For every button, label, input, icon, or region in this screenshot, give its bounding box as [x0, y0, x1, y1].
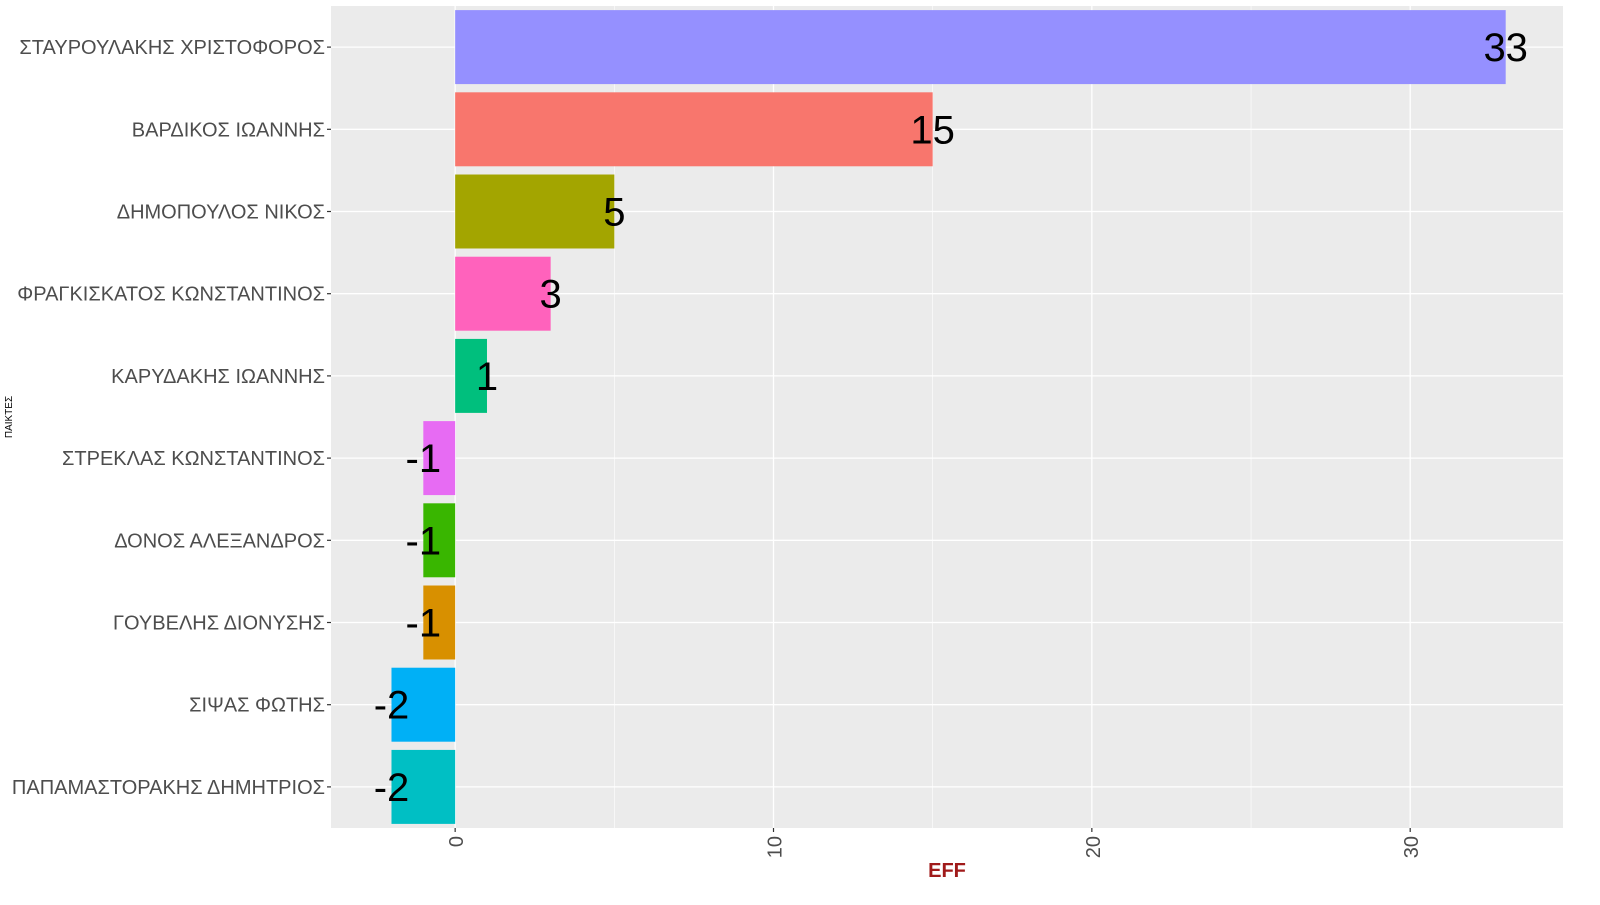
x-tick-label: 10 [765, 836, 787, 858]
y-category-label: ΒΑΡΔΙΚΟΣ ΙΩΑΝΝΗΣ [132, 119, 325, 141]
data-label: -1 [406, 519, 442, 563]
data-labels: 33 15 531 -1 -1 -1 -2 -2 [374, 26, 1528, 810]
data-label: -2 [374, 684, 410, 728]
x-tick-label: 30 [1401, 836, 1423, 858]
y-category-label: ΣΤΡΕΚΛΑΣ ΚΩΝΣΤΑΝΤΙΝΟΣ [62, 448, 325, 470]
data-label: -1 [406, 437, 442, 481]
bar [391, 749, 456, 824]
data-label: -2 [374, 766, 410, 810]
y-axis-category-labels: ΣΤΑΥΡΟΥΛΑΚΗΣ ΧΡΙΣΤΟΦΟΡΟΣ ΒΑΡΔΙΚΟΣ ΙΩΑΝΝΗΣ… [12, 37, 331, 799]
data-label: -1 [406, 602, 442, 646]
y-category-label: ΚΑΡΥΔΑΚΗΣ ΙΩΑΝΝΗΣ [111, 366, 325, 388]
x-tick-label: 20 [1083, 836, 1105, 858]
bar [423, 503, 456, 578]
y-category-label: ΠΑΠΑΜΑΣΤΟΡΑΚΗΣ ΔΗΜΗΤΡΙΟΣ [12, 777, 325, 799]
data-label: 3 [540, 273, 562, 317]
x-axis-tick-labels: 0 10 20 30 [446, 828, 1423, 858]
bar [455, 256, 551, 331]
y-category-label: ΣΙΨΑΣ ΦΩΤΗΣ [189, 695, 325, 717]
y-category-label: ΣΤΑΥΡΟΥΛΑΚΗΣ ΧΡΙΣΤΟΦΟΡΟΣ [19, 37, 325, 59]
bar [455, 10, 1506, 85]
bar [423, 585, 456, 660]
x-tick-label: 0 [446, 836, 468, 847]
y-axis-title: ΠΑΙΚΤΕΣ [4, 396, 15, 438]
data-label: 1 [476, 355, 498, 399]
y-category-label: ΔΟΝΟΣ ΑΛΕΞΑΝΔΡΟΣ [114, 530, 325, 552]
y-category-label: ΔΗΜΟΠΟΥΛΟΣ ΝΙΚΟΣ [117, 202, 325, 224]
bar [423, 421, 456, 496]
data-label: 15 [910, 108, 955, 152]
data-label: 33 [1483, 26, 1528, 70]
y-category-label: ΓΟΥΒΕΛΗΣ ΔΙΟΝΥΣΗΣ [113, 613, 325, 635]
x-axis-title: EFF [928, 860, 966, 882]
bar [455, 338, 487, 413]
bar [455, 174, 615, 249]
y-category-label: ΦΡΑΓΚΙΣΚΑΤΟΣ ΚΩΝΣΤΑΝΤΙΝΟΣ [17, 284, 325, 306]
bar [455, 92, 933, 167]
bar [391, 667, 456, 742]
bars [391, 10, 1506, 824]
data-label: 5 [603, 191, 625, 235]
